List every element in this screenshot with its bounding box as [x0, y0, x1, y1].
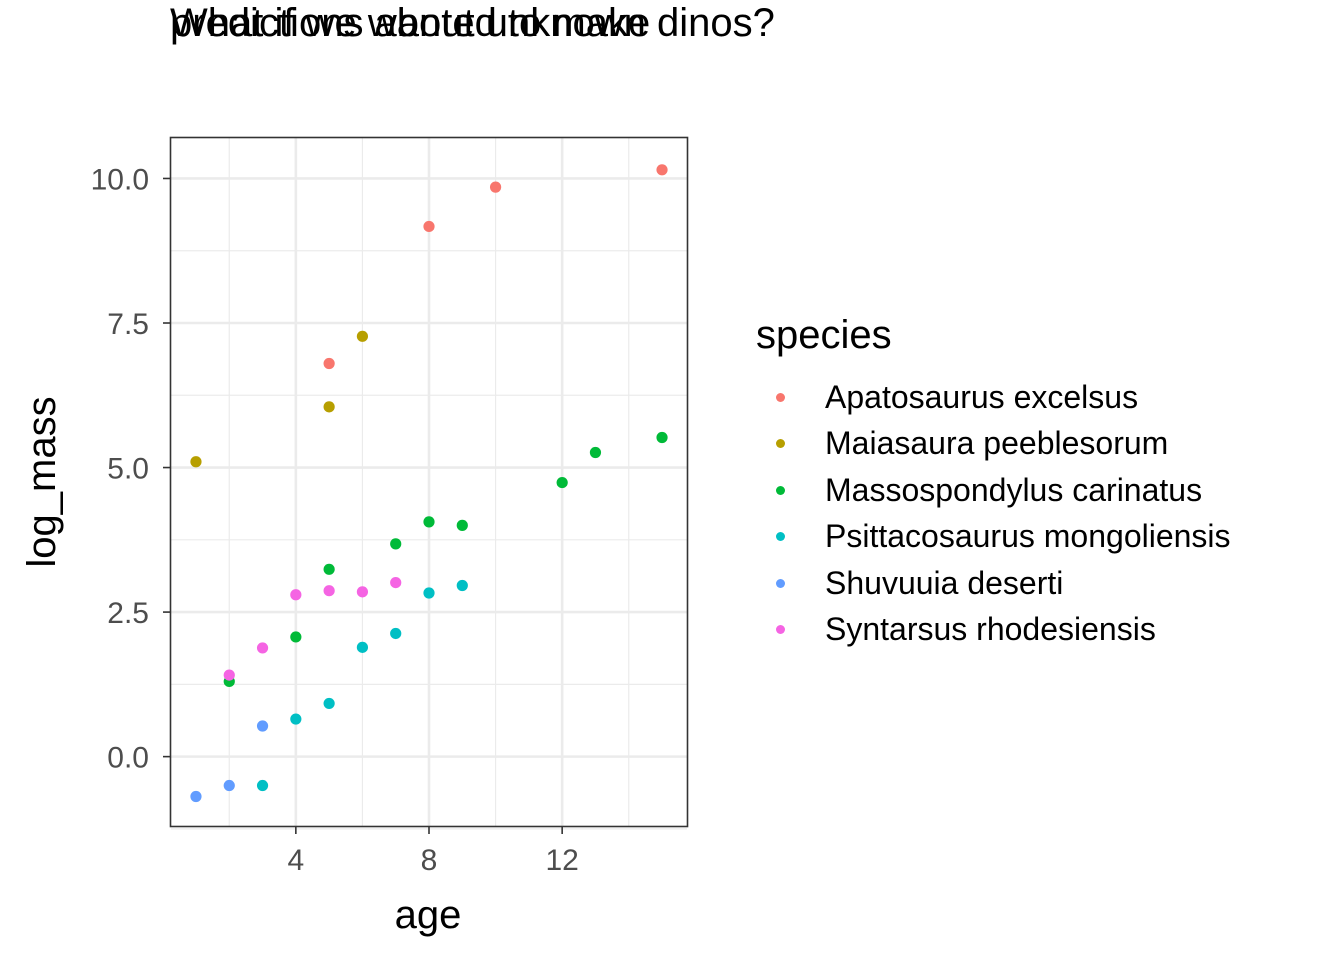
legend-item: Psittacosaurus mongoliensis [756, 514, 1231, 561]
chart-title-line-1: What if we wanted to make [170, 1, 651, 45]
axis-ticks: 4 8 12 0.0 2.5 5.0 7.5 10.0 [91, 163, 579, 877]
data-point [323, 585, 335, 597]
data-point [556, 476, 568, 489]
legend-key-dot [776, 578, 785, 588]
y-tick-label: 5.0 [107, 453, 149, 486]
data-point [256, 720, 269, 732]
x-tick-label: 12 [545, 844, 578, 877]
data-point [190, 790, 202, 803]
legend-key-dot [776, 439, 785, 449]
legend-key-dot [776, 625, 785, 635]
data-point [190, 456, 202, 468]
data-point [290, 631, 302, 643]
data-point [423, 516, 435, 528]
data-point [356, 641, 369, 653]
data-point [390, 627, 402, 640]
legend-label: Massospondylus carinatus [825, 471, 1203, 508]
legend-item: Syntarsus rhodesiensis [756, 607, 1231, 654]
legend-label: Shuvuuia deserti [825, 564, 1064, 601]
y-tick-label: 2.5 [107, 597, 149, 630]
data-point [456, 519, 468, 531]
data-point [223, 669, 235, 681]
legend-item: Massospondylus carinatus [756, 467, 1231, 514]
data-point [223, 779, 235, 792]
data-point [423, 220, 435, 233]
data-point [656, 431, 668, 444]
data-point [489, 181, 502, 193]
data-point [656, 164, 668, 176]
x-tick-label: 4 [287, 844, 304, 877]
data-point [589, 446, 602, 459]
data-point [323, 401, 335, 413]
data-point [356, 330, 369, 342]
data-point [323, 697, 335, 710]
legend-label: Psittacosaurus mongoliensis [825, 518, 1231, 555]
data-point [356, 586, 369, 598]
data-point [323, 563, 335, 575]
data-point [290, 713, 302, 725]
legend-key-dot [776, 392, 785, 402]
legend-title: species [756, 313, 892, 357]
data-point [256, 642, 269, 654]
legend-key-dot [776, 532, 785, 542]
data-point [256, 779, 269, 792]
data-points [190, 164, 668, 803]
data-point [423, 587, 435, 599]
legend-item: Apatosaurus excelsus [756, 374, 1231, 421]
x-tick-label: 8 [421, 844, 438, 877]
data-point [390, 576, 402, 589]
legend-key-dot [776, 485, 785, 495]
legend: species Apatosaurus excelsus Maiasaura pe… [756, 312, 1231, 653]
legend-item: Maiasaura peeblesorum [756, 421, 1231, 468]
data-point [323, 357, 335, 370]
legend-item: Shuvuuia deserti [756, 560, 1231, 607]
data-point [456, 579, 468, 592]
data-point [390, 538, 402, 550]
legend-label: Syntarsus rhodesiensis [825, 611, 1156, 648]
y-axis-label: log_mass [20, 396, 64, 567]
legend-label: Apatosaurus excelsus [825, 378, 1139, 415]
data-point [290, 589, 302, 601]
y-tick-label: 10.0 [91, 163, 149, 196]
x-axis-label: age [395, 893, 462, 937]
y-tick-label: 7.5 [107, 308, 149, 341]
y-tick-label: 0.0 [107, 742, 149, 775]
legend-label: Maiasaura peeblesorum [825, 425, 1169, 462]
chart-title-line-2: predictions about unknown dinos? [170, 1, 775, 45]
grid [171, 138, 687, 830]
